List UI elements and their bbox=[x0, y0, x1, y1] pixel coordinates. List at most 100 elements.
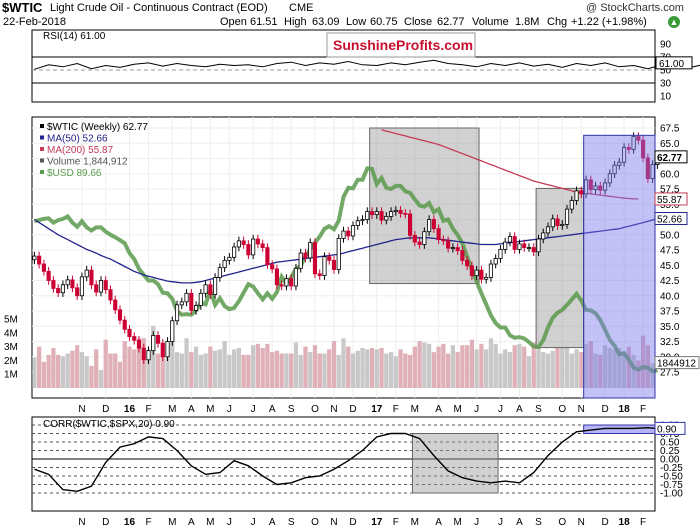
price-candle bbox=[293, 267, 299, 287]
corr-x-label: D bbox=[349, 517, 356, 528]
volume-bar bbox=[103, 339, 108, 388]
volume-bar bbox=[174, 352, 180, 388]
volume-bar bbox=[270, 352, 275, 388]
volume-bar bbox=[374, 349, 379, 388]
price-candle bbox=[507, 236, 513, 243]
price-tick-label: 65.0 bbox=[660, 139, 680, 150]
volume-bar bbox=[208, 346, 213, 388]
price-candle bbox=[536, 238, 541, 253]
volume-value: 1.8M bbox=[515, 16, 540, 28]
volume-bar bbox=[617, 347, 622, 388]
price-candle bbox=[136, 339, 142, 349]
volume-bar bbox=[284, 353, 289, 388]
corr-x-label: J bbox=[474, 517, 479, 528]
corr-x-label: M bbox=[168, 517, 176, 528]
price-tick-label: 67.5 bbox=[660, 124, 680, 135]
price-candle bbox=[60, 284, 65, 294]
price-candle bbox=[265, 247, 270, 266]
price-x-label: N bbox=[78, 404, 85, 415]
corr-x-label: 18 bbox=[619, 517, 631, 528]
price-candle bbox=[222, 259, 227, 269]
rsi-last-value: 61.00 bbox=[659, 59, 684, 70]
price-candle bbox=[132, 336, 137, 341]
ma200-line bbox=[381, 129, 639, 200]
watermark: @ StockCharts.com bbox=[586, 2, 684, 14]
price-candle bbox=[194, 305, 199, 311]
volume-bar bbox=[41, 361, 47, 388]
price-candle bbox=[46, 270, 51, 281]
price-candle bbox=[141, 347, 146, 361]
price-candle bbox=[322, 256, 327, 277]
price-x-label: A bbox=[516, 404, 523, 415]
price-x-label: F bbox=[393, 404, 399, 415]
symbol-description: Light Crude Oil - Continuous Contract (E… bbox=[50, 2, 268, 14]
price-candle bbox=[388, 211, 394, 217]
price-candle bbox=[151, 334, 156, 352]
volume-bar bbox=[341, 338, 346, 388]
volume-bar bbox=[217, 349, 222, 388]
corr-x-label: 17 bbox=[371, 517, 383, 528]
volume-bar bbox=[317, 353, 322, 388]
corr-x-label: S bbox=[535, 517, 542, 528]
price-x-label: D bbox=[349, 404, 356, 415]
volume-bar bbox=[251, 345, 256, 388]
price-candle bbox=[408, 213, 413, 236]
corr-x-label: J bbox=[251, 517, 256, 528]
corr-x-label: O bbox=[311, 517, 319, 528]
price-candle bbox=[503, 241, 508, 250]
price-candle bbox=[331, 259, 337, 270]
price-x-label: O bbox=[311, 404, 319, 415]
volume-bar bbox=[636, 360, 641, 388]
volume-bar bbox=[60, 356, 66, 388]
rsi-tick-label: 10 bbox=[660, 92, 672, 103]
corr-x-label: 16 bbox=[124, 517, 136, 528]
volume-bar bbox=[355, 350, 360, 388]
price-candle bbox=[626, 147, 631, 150]
price-candle bbox=[189, 292, 194, 311]
price-legend-entry: $WTIC (Weekly) 62.77 bbox=[47, 122, 148, 133]
price-candle bbox=[603, 182, 608, 191]
volume-bar bbox=[84, 356, 89, 388]
price-candle bbox=[127, 328, 132, 338]
volume-bar bbox=[564, 347, 570, 388]
price-candle bbox=[274, 268, 279, 286]
volume-bar bbox=[184, 338, 189, 388]
price-legend-entry: Volume 1,844,912 bbox=[47, 157, 128, 168]
price-x-label: S bbox=[288, 404, 295, 415]
volume-bar bbox=[445, 353, 451, 388]
volume-bar bbox=[398, 349, 403, 388]
volume-bar bbox=[170, 338, 175, 388]
price-x-label: F bbox=[640, 404, 646, 415]
volume-bar bbox=[32, 357, 37, 388]
volume-label: Volume bbox=[472, 16, 509, 28]
price-last-value-box bbox=[654, 192, 688, 206]
volume-bar bbox=[640, 335, 646, 388]
price-candle bbox=[636, 136, 641, 141]
volume-bar bbox=[136, 338, 142, 388]
price-candle bbox=[184, 292, 189, 303]
corr-tick-label: 0.50 bbox=[660, 438, 680, 449]
price-candle bbox=[564, 208, 570, 225]
volume-bar bbox=[365, 349, 370, 388]
price-last-value: 1844912 bbox=[657, 359, 696, 370]
price-tick-label: 47.5 bbox=[660, 246, 680, 257]
volume-bar bbox=[260, 347, 265, 388]
corr-x-label: F bbox=[640, 517, 646, 528]
corr-x-label: M bbox=[453, 517, 461, 528]
volume-bar bbox=[293, 342, 299, 388]
volume-bar bbox=[117, 361, 123, 388]
volume-bar bbox=[607, 347, 612, 388]
price-candle bbox=[51, 280, 56, 289]
price-candle bbox=[308, 242, 313, 259]
close-label: Close bbox=[404, 16, 433, 28]
price-candle bbox=[84, 269, 89, 278]
volume-bar bbox=[512, 345, 517, 388]
price-candle bbox=[360, 219, 365, 222]
price-blue-highlight bbox=[583, 134, 656, 399]
volume-bar bbox=[612, 349, 617, 388]
volume-bar bbox=[279, 353, 284, 388]
open-value: 61.51 bbox=[250, 16, 278, 28]
price-candle bbox=[474, 269, 479, 277]
volume-bar bbox=[132, 349, 137, 388]
